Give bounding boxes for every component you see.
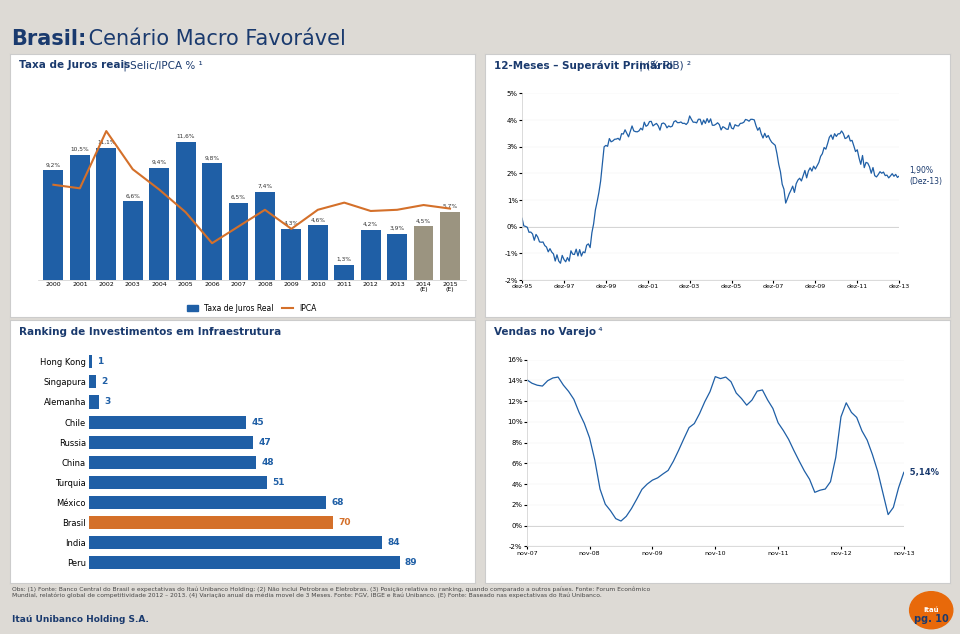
Bar [281, 229, 301, 280]
Bar [70, 155, 89, 280]
Text: 1,90%
(Dez-13): 1,90% (Dez-13) [910, 166, 943, 186]
Text: 70: 70 [339, 518, 351, 527]
Text: 45: 45 [252, 418, 264, 427]
Text: Cenário Macro Favorável: Cenário Macro Favorável [82, 29, 346, 49]
Text: pg. 10: pg. 10 [914, 614, 948, 624]
Text: 4,3%: 4,3% [284, 221, 299, 226]
Text: 84: 84 [387, 538, 400, 547]
Bar [88, 355, 92, 368]
Bar [414, 226, 434, 280]
Bar [308, 225, 327, 280]
Bar [43, 171, 63, 280]
Text: 6,6%: 6,6% [126, 193, 140, 198]
Text: Itaú Unibanco Holding S.A.: Itaú Unibanco Holding S.A. [12, 616, 149, 624]
Text: 68: 68 [331, 498, 344, 507]
Text: 6,5%: 6,5% [231, 195, 246, 200]
Text: 3: 3 [105, 398, 110, 406]
Bar [88, 476, 267, 489]
Bar [203, 164, 222, 280]
Text: 1,3%: 1,3% [337, 257, 351, 262]
Text: 9,4%: 9,4% [152, 160, 167, 165]
Bar [88, 436, 252, 449]
Bar [149, 168, 169, 280]
Text: Brasil:: Brasil: [12, 29, 87, 49]
Text: 10,5%: 10,5% [70, 147, 89, 152]
Bar [88, 415, 246, 429]
Bar [88, 375, 96, 389]
Bar [176, 142, 196, 280]
Bar [88, 396, 99, 408]
Text: ³: ³ [206, 327, 214, 337]
Bar [88, 456, 256, 469]
Text: 48: 48 [262, 458, 275, 467]
Bar [255, 192, 275, 280]
Bar [361, 230, 380, 280]
Text: Ranking de Investimentos em Infraestrutura: Ranking de Investimentos em Infraestrutu… [19, 327, 281, 337]
Text: 4,5%: 4,5% [416, 219, 431, 224]
Bar [88, 516, 333, 529]
Text: Vendas no Varejo: Vendas no Varejo [494, 327, 596, 337]
Text: 4,6%: 4,6% [310, 217, 325, 223]
Text: 7,4%: 7,4% [257, 184, 273, 189]
Text: 3,9%: 3,9% [390, 226, 405, 231]
Bar [88, 496, 326, 509]
Text: 47: 47 [258, 437, 271, 447]
Text: 9,2%: 9,2% [46, 162, 61, 167]
Bar [88, 536, 382, 549]
Text: ⁴: ⁴ [595, 327, 603, 337]
Bar [123, 202, 143, 280]
Bar [334, 264, 354, 280]
Text: | Selic/IPCA % ¹: | Selic/IPCA % ¹ [120, 60, 203, 71]
Text: 9,8%: 9,8% [204, 155, 220, 160]
Bar [440, 212, 460, 280]
Text: 4,2%: 4,2% [363, 222, 378, 227]
Text: itaú: itaú [924, 607, 939, 613]
Bar [96, 148, 116, 280]
Circle shape [910, 592, 952, 629]
Text: 12-Meses – Superávit Primário: 12-Meses – Superávit Primário [494, 60, 674, 71]
Text: 1: 1 [98, 358, 104, 366]
Text: 11,6%: 11,6% [177, 134, 195, 139]
Text: 11,1%: 11,1% [97, 139, 115, 145]
Bar [387, 234, 407, 280]
Text: 89: 89 [405, 558, 418, 567]
Text: 51: 51 [272, 478, 284, 487]
Bar [228, 203, 249, 280]
Text: Obs: (1) Fonte: Banco Central do Brasil e expectativas do Itaú Unibanco Holding;: Obs: (1) Fonte: Banco Central do Brasil … [12, 586, 650, 598]
Text: Taxa de Juros reais: Taxa de Juros reais [19, 60, 131, 70]
Text: 5,14%: 5,14% [903, 468, 939, 477]
Bar [88, 556, 399, 569]
Text: 5,7%: 5,7% [443, 204, 458, 209]
Legend: Taxa de Juros Real, IPCA: Taxa de Juros Real, IPCA [183, 301, 320, 316]
Text: 2: 2 [101, 377, 108, 386]
Text: | (% PIB) ²: | (% PIB) ² [636, 60, 691, 71]
